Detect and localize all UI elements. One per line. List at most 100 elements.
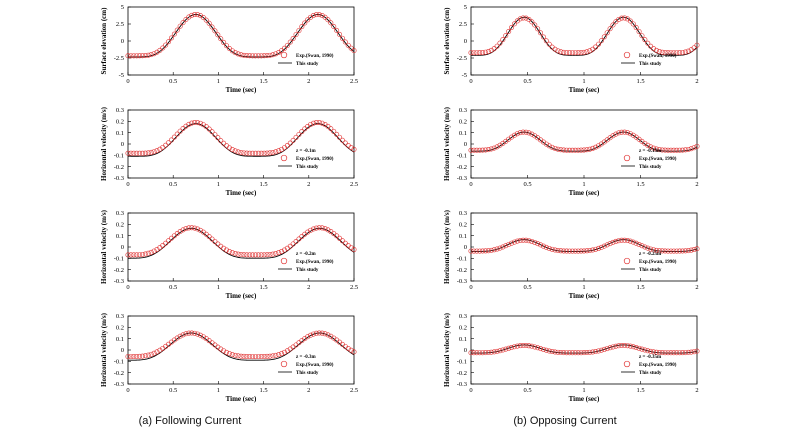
x-tick-label: 1 bbox=[582, 78, 585, 85]
series-exp-point bbox=[674, 350, 680, 356]
series-exp-point bbox=[267, 150, 273, 156]
series-exp-point bbox=[345, 243, 351, 249]
series-exp-point bbox=[224, 43, 230, 49]
series-exp-point bbox=[677, 50, 683, 56]
series-exp-point bbox=[488, 247, 494, 253]
series-exp-point bbox=[564, 248, 570, 254]
series-exp-point bbox=[645, 245, 651, 251]
series-exp-point bbox=[595, 41, 601, 47]
series-exp-point bbox=[235, 251, 241, 257]
y-tick-label: -0.1 bbox=[457, 153, 467, 160]
series-exp-point bbox=[549, 144, 555, 150]
y-tick-label: 0.2 bbox=[116, 119, 124, 126]
legend-exp-label: Exp.(Swan, 1990) bbox=[639, 363, 677, 368]
x-axis-label: Time (sec) bbox=[226, 292, 257, 300]
series-exp-point bbox=[134, 353, 140, 359]
series-exp-point bbox=[488, 146, 494, 152]
series-exp-point bbox=[685, 48, 691, 54]
legend-depth-label: z = -0.2m bbox=[296, 252, 316, 257]
series-exp-point bbox=[540, 243, 546, 249]
series-exp-point bbox=[564, 350, 570, 356]
series-exp-point bbox=[558, 147, 564, 153]
series-exp-point bbox=[619, 343, 625, 349]
series-exp-point bbox=[337, 235, 343, 241]
x-tick-label: 1.5 bbox=[260, 78, 268, 85]
series-exp-point bbox=[238, 252, 244, 258]
legend-model-label: This study bbox=[296, 165, 319, 170]
series-exp-point bbox=[258, 53, 264, 59]
x-tick-label: 0 bbox=[469, 181, 472, 188]
series-exp-point bbox=[665, 350, 671, 356]
series-exp-point bbox=[662, 248, 668, 254]
series-exp-point bbox=[584, 248, 590, 254]
legend-model-label: This study bbox=[296, 62, 319, 67]
series-exp-point bbox=[270, 353, 276, 359]
series-exp-point bbox=[125, 354, 131, 360]
series-exp-point bbox=[163, 42, 169, 48]
x-tick-label: 2 bbox=[307, 387, 310, 394]
series-exp-point bbox=[474, 350, 480, 356]
series-exp-point bbox=[480, 248, 486, 254]
series-exp-point bbox=[575, 50, 581, 56]
series-exp-point bbox=[322, 226, 328, 232]
series-exp-point bbox=[166, 140, 172, 146]
series-exp-point bbox=[491, 247, 497, 253]
panel-b2: 0 0.5 1 1.5 2 -0.3 -0.2 -0.1 0 0.1 0.2 0.3 Time (sec… bbox=[443, 106, 700, 197]
series-exp-point bbox=[232, 50, 238, 56]
series-exp-point bbox=[174, 335, 180, 341]
y-tick-label: 0.1 bbox=[116, 130, 124, 137]
series-exp-point bbox=[339, 238, 345, 244]
series-exp-point bbox=[177, 229, 183, 235]
series-exp-point bbox=[325, 227, 331, 233]
series-exp-point bbox=[192, 225, 198, 231]
series-exp-point bbox=[642, 37, 648, 43]
series-exp-point bbox=[276, 352, 282, 358]
y-tick-label: -0.1 bbox=[457, 256, 467, 263]
series-exp-point bbox=[273, 149, 279, 155]
series-exp-point bbox=[627, 18, 633, 24]
series-exp-point bbox=[331, 128, 337, 134]
series-exp-point bbox=[137, 252, 143, 258]
series-exp-point bbox=[264, 252, 270, 258]
series-exp-point bbox=[186, 14, 192, 20]
series-exp-point bbox=[494, 246, 500, 252]
series-exp-point bbox=[342, 140, 348, 146]
series-exp-point bbox=[313, 225, 319, 231]
series-exp-point bbox=[160, 243, 166, 249]
x-tick-label: 1.5 bbox=[636, 181, 644, 188]
series-exp-point bbox=[305, 334, 311, 340]
series-exp-point bbox=[526, 130, 532, 136]
series-exp-point bbox=[244, 53, 250, 59]
series-exp-point bbox=[529, 238, 535, 244]
series-exp-point bbox=[555, 247, 561, 253]
series-exp-point bbox=[128, 53, 134, 59]
series-exp-point bbox=[342, 39, 348, 45]
series-exp-point bbox=[221, 245, 227, 251]
series-exp-point bbox=[581, 248, 587, 254]
series-exp-point bbox=[163, 240, 169, 246]
series-exp-point bbox=[630, 239, 636, 245]
y-tick-label: 0.3 bbox=[116, 107, 124, 114]
series-exp-point bbox=[639, 33, 645, 39]
series-exp-point bbox=[276, 250, 282, 256]
series-exp-point bbox=[558, 350, 564, 356]
series-exp-point bbox=[290, 137, 296, 143]
y-tick-label: -0.3 bbox=[457, 278, 467, 285]
y-tick-label: 0 bbox=[464, 347, 467, 354]
y-axis-label: Horizontal velocity (m/s) bbox=[443, 209, 451, 284]
series-exp-point bbox=[593, 44, 599, 50]
series-exp-point bbox=[610, 344, 616, 350]
series-exp-point bbox=[148, 351, 154, 357]
series-exp-point bbox=[316, 330, 322, 336]
series-this-study-line bbox=[471, 239, 698, 252]
series-exp-point bbox=[215, 241, 221, 247]
series-exp-point bbox=[151, 248, 157, 254]
series-exp-point bbox=[633, 344, 639, 350]
series-exp-point bbox=[575, 248, 581, 254]
series-exp-point bbox=[494, 348, 500, 354]
series-exp-point bbox=[540, 34, 546, 40]
x-tick-label: 1.5 bbox=[260, 181, 268, 188]
series-exp-point bbox=[474, 147, 480, 153]
series-exp-point bbox=[215, 135, 221, 141]
series-exp-point bbox=[682, 49, 688, 55]
